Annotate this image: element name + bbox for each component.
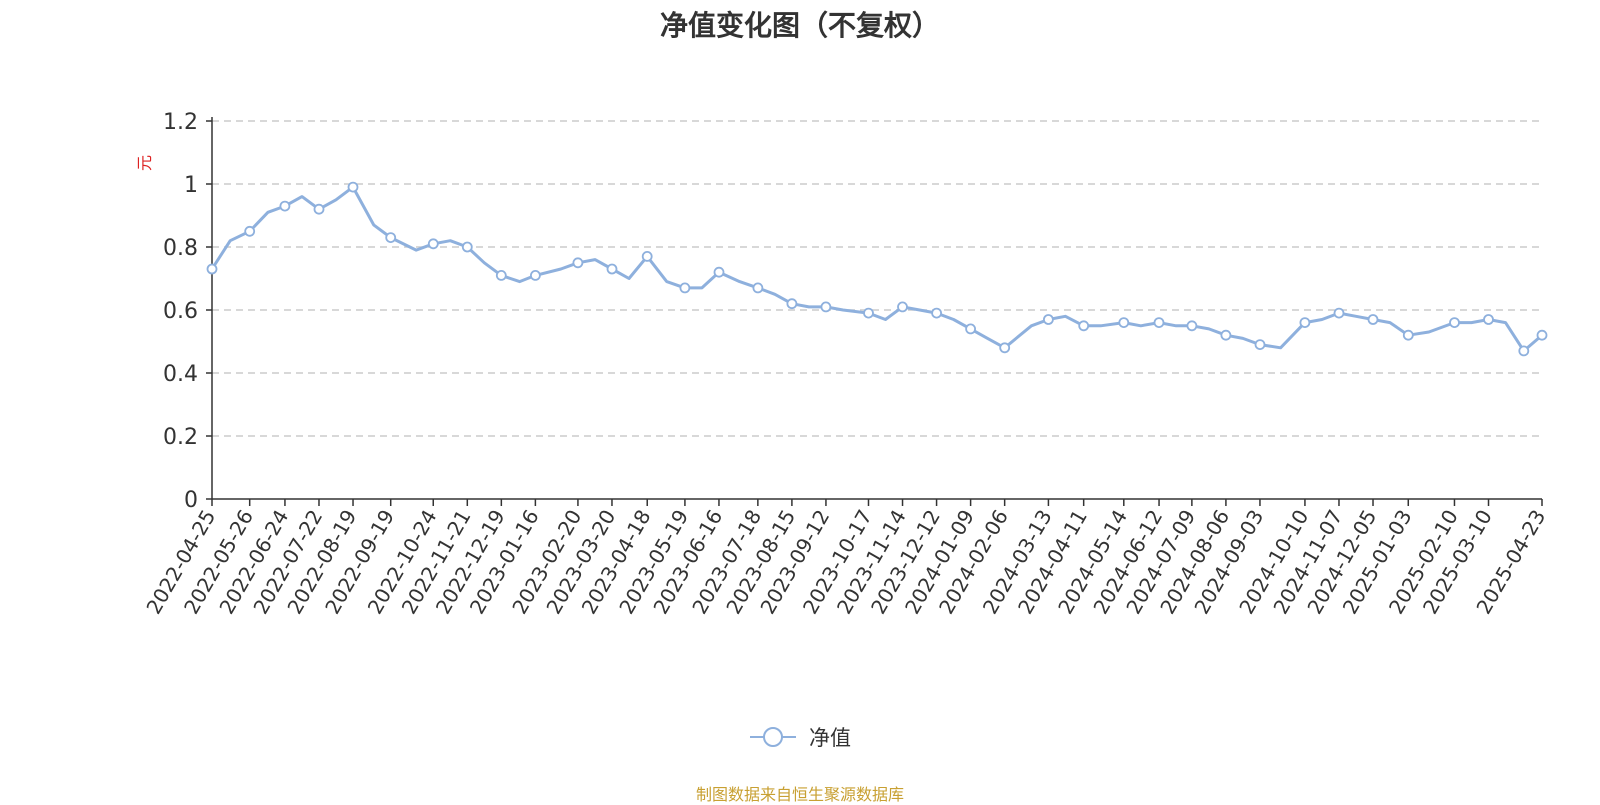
y-tick-label: 1.2 (163, 110, 198, 135)
data-point (1254, 339, 1266, 351)
series-line (210, 185, 1543, 353)
data-point (820, 301, 832, 313)
legend[interactable]: 净值 (0, 722, 1600, 753)
y-tick-labels: 0 0.2 0.4 0.6 0.8 1 1.2 (163, 110, 198, 513)
data-point (206, 263, 218, 275)
data-point (1153, 317, 1165, 329)
data-point (1043, 314, 1054, 325)
data-point (1402, 329, 1414, 341)
legend-line-circle-icon (750, 727, 796, 747)
data-point (347, 181, 359, 193)
source-note: 制图数据来自恒生聚源数据库 (695, 785, 904, 804)
data-point (1299, 317, 1311, 329)
data-point (244, 225, 256, 237)
data-point (999, 342, 1011, 354)
chart-title: 净值变化图（不复权） (659, 9, 940, 42)
data-point (1078, 320, 1090, 332)
data-point (461, 241, 473, 253)
data-point (1220, 329, 1232, 341)
data-point (1536, 329, 1548, 341)
data-point (530, 269, 541, 281)
y-tick-label: 0.2 (163, 425, 198, 450)
data-point (1449, 317, 1460, 329)
data-point (1186, 320, 1198, 332)
data-point (863, 307, 874, 319)
data-point (897, 301, 908, 313)
data-point (313, 203, 325, 215)
data-point (1333, 307, 1345, 319)
data-point (572, 257, 584, 269)
data-point (385, 232, 397, 244)
data-point (713, 266, 725, 278)
data-point (931, 307, 942, 319)
grid-lines (212, 120, 1542, 437)
data-point (495, 269, 507, 281)
y-tick-label: 0 (184, 488, 198, 513)
data-point (786, 298, 798, 310)
series-layer (206, 181, 1548, 357)
legend-label: 净值 (809, 726, 851, 750)
y-tick-label: 0.4 (163, 362, 198, 387)
data-point (279, 200, 291, 212)
axes (206, 117, 1543, 506)
data-point (1483, 314, 1494, 325)
y-axis-unit-label: 元 (135, 155, 154, 171)
data-point (1518, 345, 1530, 357)
data-point (427, 238, 439, 250)
y-tick-label: 0.8 (163, 236, 198, 261)
data-point (606, 263, 618, 275)
data-point (752, 282, 764, 294)
x-tick-labels: 2022-04-252022-05-262022-06-242022-07-22… (141, 505, 1550, 618)
y-tick-label: 0.6 (163, 299, 198, 324)
data-point (1118, 317, 1130, 329)
data-point (965, 323, 976, 335)
y-tick-label: 1 (184, 173, 198, 198)
data-point (679, 282, 691, 294)
data-point (1367, 314, 1379, 325)
data-point (641, 250, 653, 262)
